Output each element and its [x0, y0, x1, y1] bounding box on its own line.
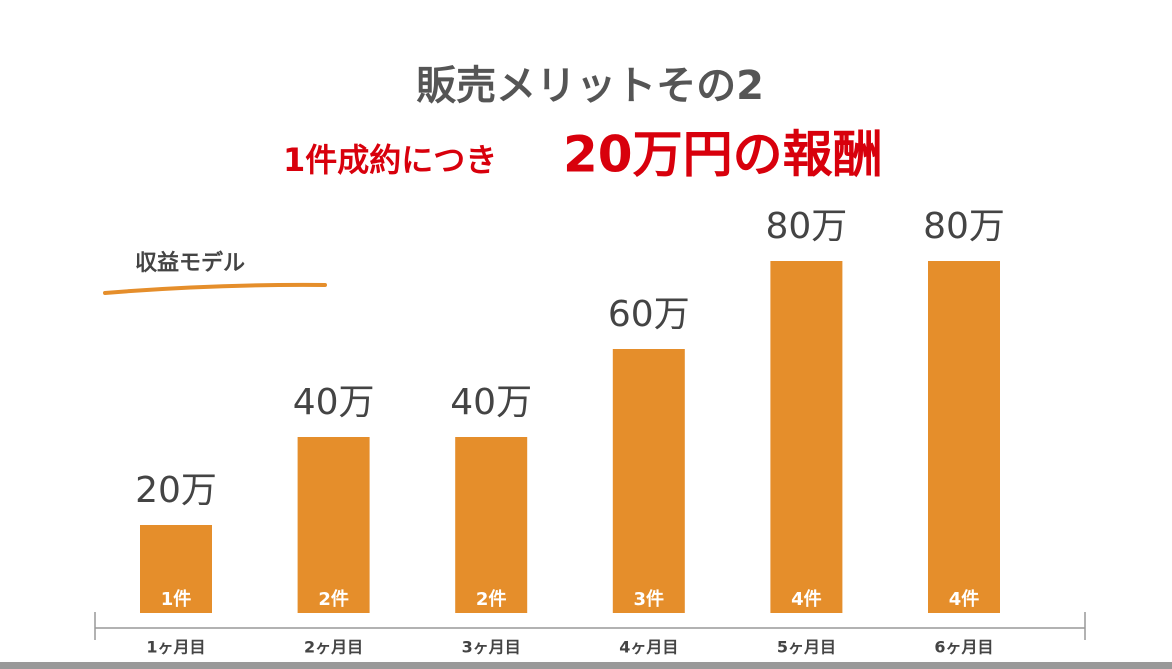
label-underline [103, 282, 327, 295]
model-label: 収益モデル [135, 250, 245, 276]
bar-note: 3件 [634, 588, 665, 610]
value-label: 40万 [293, 382, 375, 423]
subtitle-emphasis: 20万円の報酬 [563, 126, 883, 184]
value-label: 80万 [765, 206, 847, 247]
x-tick-label: 2ヶ月目 [304, 638, 363, 657]
bar [297, 437, 370, 613]
bar [455, 437, 528, 613]
value-label: 40万 [450, 382, 532, 423]
bar-note: 4件 [949, 588, 980, 610]
value-label: 20万 [135, 470, 217, 511]
bar-note: 4件 [791, 588, 822, 610]
value-label: 80万 [923, 206, 1005, 247]
x-tick-label: 5ヶ月目 [777, 638, 836, 657]
subtitle-lead: 1件成約につき [283, 141, 497, 179]
bar [928, 261, 1000, 613]
bar-note: 2件 [318, 588, 349, 610]
x-tick-label: 4ヶ月目 [619, 638, 678, 657]
x-tick-label: 1ヶ月目 [146, 638, 205, 657]
bottom-strip [0, 662, 1172, 669]
x-tick-label: 3ヶ月目 [462, 638, 521, 657]
bar-note: 1件 [161, 588, 192, 610]
bar [140, 525, 212, 613]
x-tick-label: 6ヶ月目 [934, 638, 993, 657]
bar [770, 261, 843, 613]
value-label: 60万 [608, 294, 690, 335]
chart-title: 販売メリットその2 [416, 63, 764, 109]
bar-note: 2件 [476, 588, 507, 610]
bar [612, 349, 685, 613]
